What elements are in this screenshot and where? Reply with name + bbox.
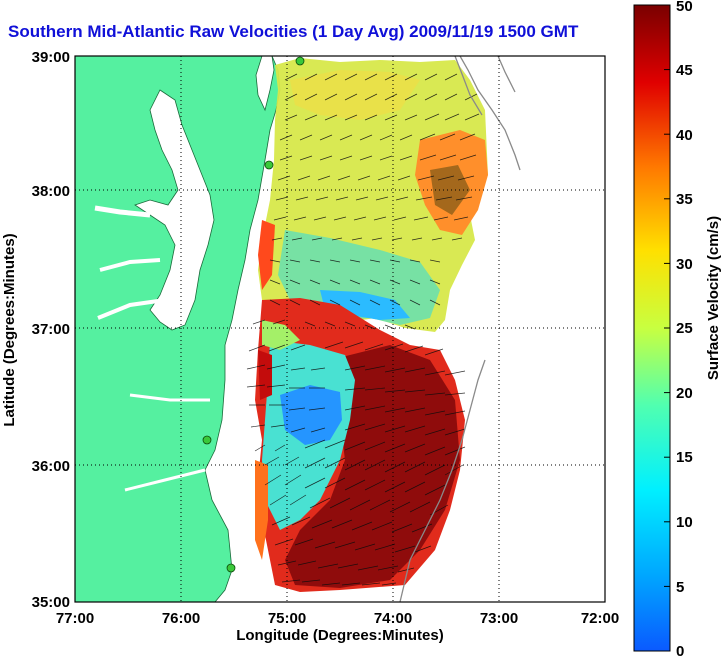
x-tick-label: 76:00 [162,610,200,627]
plot-frame [74,55,606,603]
x-tick-label: 74:00 [374,610,412,627]
colorbar-label: Surface Velocity (cm/s) [705,216,722,380]
y-tick-label: 36:00 [32,458,70,475]
station-marker-hatteras-north [202,435,212,445]
y-tick-label: 35:00 [32,594,70,611]
colorbar-tick-label: 20 [676,385,693,402]
colorbar-tick-label: 0 [676,643,684,659]
colorbar-tick-label: 10 [676,514,693,531]
colorbar-tick-label: 5 [676,579,684,596]
grid [75,56,605,602]
colorbar-tick-label: 35 [676,191,693,208]
river-4 [129,393,210,402]
station-marker-hatteras-south [226,563,236,573]
shelf-contour [399,56,521,602]
colorbar-tick-label: 40 [676,127,693,144]
river-2 [99,258,161,272]
delaware-bay [255,56,275,112]
map-title: Southern Mid-Atlantic Raw Velocities (1 … [8,22,579,41]
y-axis: 39:00 38:00 37:00 36:00 35:00 Latitude (… [1,49,70,611]
station-marker-cape-may [264,160,274,170]
colorbar-tick-label: 25 [676,320,693,337]
y-tick-label: 37:00 [32,321,70,338]
x-axis-label: Longitude (Degrees:Minutes) [236,627,444,644]
x-tick-label: 72:00 [581,610,619,627]
velocity-arrows [246,73,480,586]
shelf-contour-2 [454,56,483,116]
y-axis-label: Latitude (Degrees:Minutes) [1,233,18,426]
x-tick-label: 75:00 [268,610,306,627]
colorbar-tick-label: 45 [676,62,693,79]
river-5 [124,468,206,492]
river-1 [94,205,151,218]
x-tick-label: 73:00 [480,610,518,627]
colorbar-tick-label: 30 [676,256,693,273]
velocity-field [246,58,488,592]
colorbar-tick-label: 15 [676,449,693,466]
river-3 [97,298,166,320]
colorbar-ticks [664,69,670,587]
station-marker-north [295,56,305,66]
y-tick-label: 39:00 [32,49,70,66]
x-tick-label: 77:00 [56,610,94,627]
colorbar-tick-label: 50 [676,0,693,15]
colorbar: 50 45 40 35 30 25 20 15 10 5 0 Surface V… [633,0,722,659]
y-tick-label: 38:00 [32,183,70,200]
x-axis: 77:00 76:00 75:00 74:00 73:00 72:00 Long… [56,610,619,644]
